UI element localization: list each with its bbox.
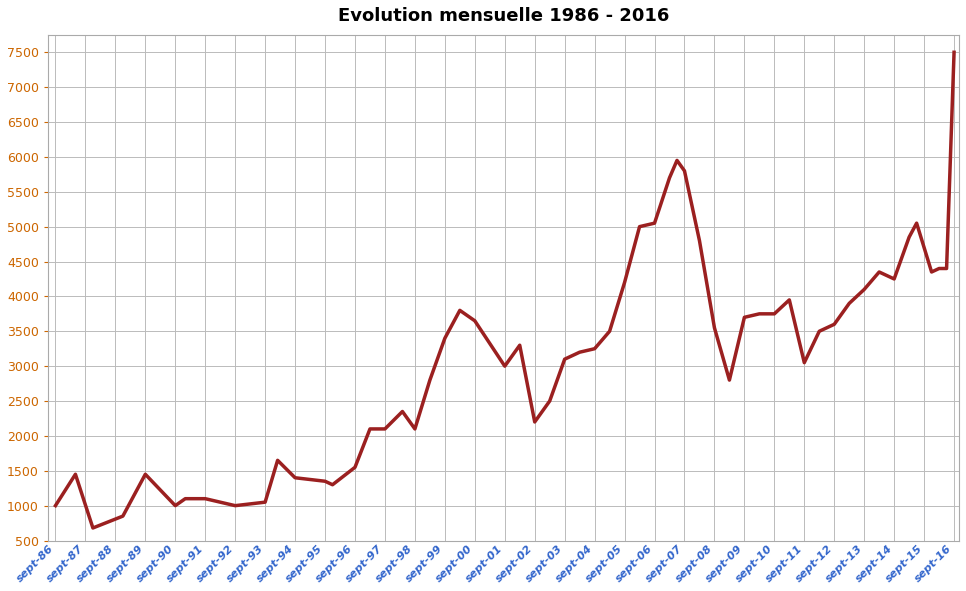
Title: Evolution mensuelle 1986 - 2016: Evolution mensuelle 1986 - 2016 <box>338 7 669 25</box>
